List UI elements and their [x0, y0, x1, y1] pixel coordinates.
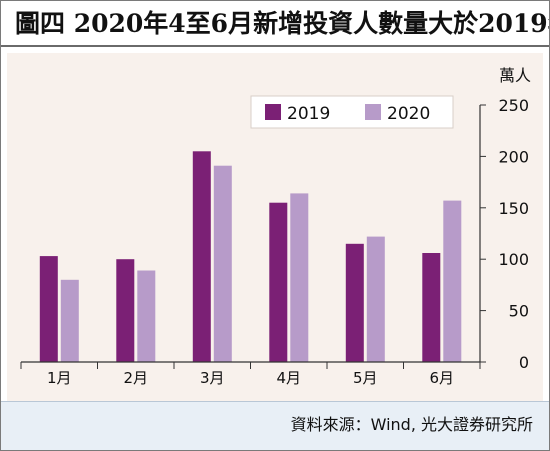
- chart-area: 1月 2月 3月 4月 5月 6月 0 50 100 150 200 250 萬人 2019 2020: [7, 53, 543, 401]
- x-tick-label: 3月: [200, 369, 225, 387]
- y-tick-label: 200: [498, 147, 529, 166]
- legend-swatch-2019: [265, 104, 281, 120]
- bar-2019-5: [345, 243, 364, 362]
- y-tick-label: 100: [498, 250, 529, 269]
- y-tick-label: 50: [509, 302, 529, 321]
- x-tick-label: 2月: [124, 369, 149, 387]
- bar-2019-4: [269, 202, 288, 362]
- bar-2019-2: [116, 259, 135, 362]
- bar-2020-6: [443, 200, 462, 362]
- chart-title: 圖四 2020年4至6月新增投資人數量大於2019年: [1, 1, 549, 47]
- bar-2019-3: [192, 151, 211, 362]
- bar-chart: 1月 2月 3月 4月 5月 6月 0 50 100 150 200 250 萬人 2019 2020: [20, 66, 531, 387]
- bar-2020-5: [366, 236, 385, 362]
- legend-box: [250, 95, 454, 129]
- bar-2019-1: [39, 256, 58, 362]
- x-tick-label: 1月: [47, 369, 72, 387]
- y-tick-label: 250: [498, 96, 529, 115]
- bar-2020-4: [290, 193, 309, 362]
- legend-swatch-2020: [365, 104, 381, 120]
- x-tick-label: 6月: [430, 369, 455, 387]
- source-note: 資料來源：Wind, 光大證券研究所: [1, 401, 549, 450]
- bar-2020-1: [60, 279, 79, 362]
- legend-label-2019: 2019: [287, 104, 330, 124]
- bar-2019-6: [422, 253, 441, 362]
- legend-label-2020: 2020: [387, 104, 430, 124]
- y-unit-label: 萬人: [499, 66, 531, 85]
- y-tick-label: 0: [519, 353, 529, 372]
- x-tick-label: 4月: [277, 369, 302, 387]
- y-tick-label: 150: [498, 199, 529, 218]
- bar-2020-3: [213, 165, 232, 362]
- x-tick-label: 5月: [353, 369, 378, 387]
- bar-2020-2: [137, 270, 156, 362]
